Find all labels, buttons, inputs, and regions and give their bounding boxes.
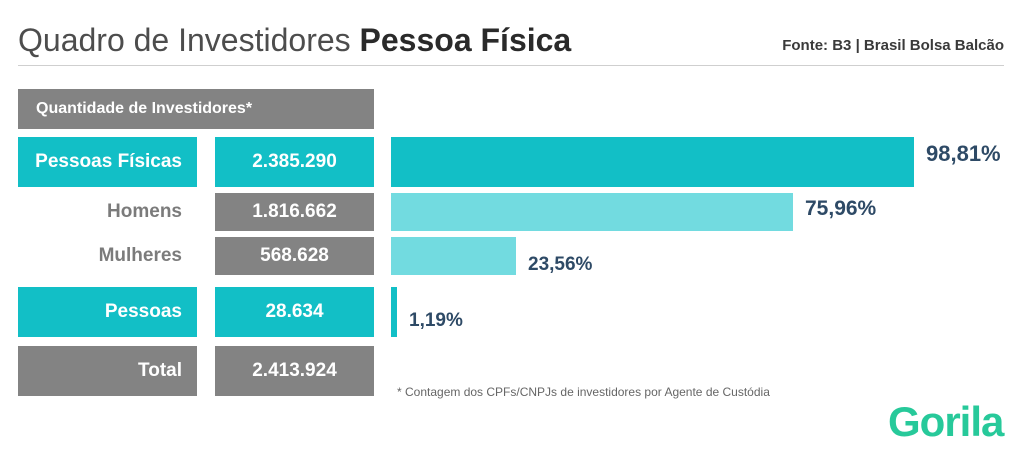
row-value-pessoas-fisicas: 2.385.290 (215, 137, 374, 187)
divider (18, 65, 1004, 66)
bar-pessoas-juridicas (391, 287, 397, 337)
row-label-pessoas-juridicas: Pessoas Juridicas (18, 287, 197, 372)
bar-mulheres (391, 237, 516, 275)
row-value-pessoas-juridicas: 28.634 (215, 287, 374, 337)
data-label-homens: 75,96% (805, 197, 877, 220)
data-label-pessoas-juridicas: 1,19% (409, 310, 463, 331)
title-light: Quadro de Investidores (18, 22, 351, 58)
row-label-homens: Homens (107, 201, 182, 222)
bar-pessoas-fisicas (391, 137, 914, 187)
row-label-total: Total (18, 346, 197, 396)
quantity-header: Quantidade de Investidores* (18, 89, 374, 129)
row-value-mulheres: 568.628 (215, 237, 374, 275)
bar-homens (391, 193, 793, 231)
data-label-pessoas-fisicas: 98,81% (926, 141, 1001, 166)
page-title: Quadro de Investidores Pessoa Física (18, 22, 571, 59)
source-label: Fonte: B3 | Brasil Bolsa Balcão (782, 37, 1004, 54)
gorila-logo: Gorila (888, 398, 1004, 445)
title-bold: Pessoa Física (359, 22, 572, 58)
row-label-pessoas-fisicas: Pessoas Físicas (18, 137, 197, 187)
data-label-mulheres: 23,56% (528, 254, 593, 275)
footnote: * Contagem dos CPFs/CNPJs de investidore… (397, 385, 770, 399)
row-value-homens: 1.816.662 (215, 193, 374, 231)
row-label-mulheres: Mulheres (98, 245, 182, 266)
row-value-total: 2.413.924 (215, 346, 374, 396)
